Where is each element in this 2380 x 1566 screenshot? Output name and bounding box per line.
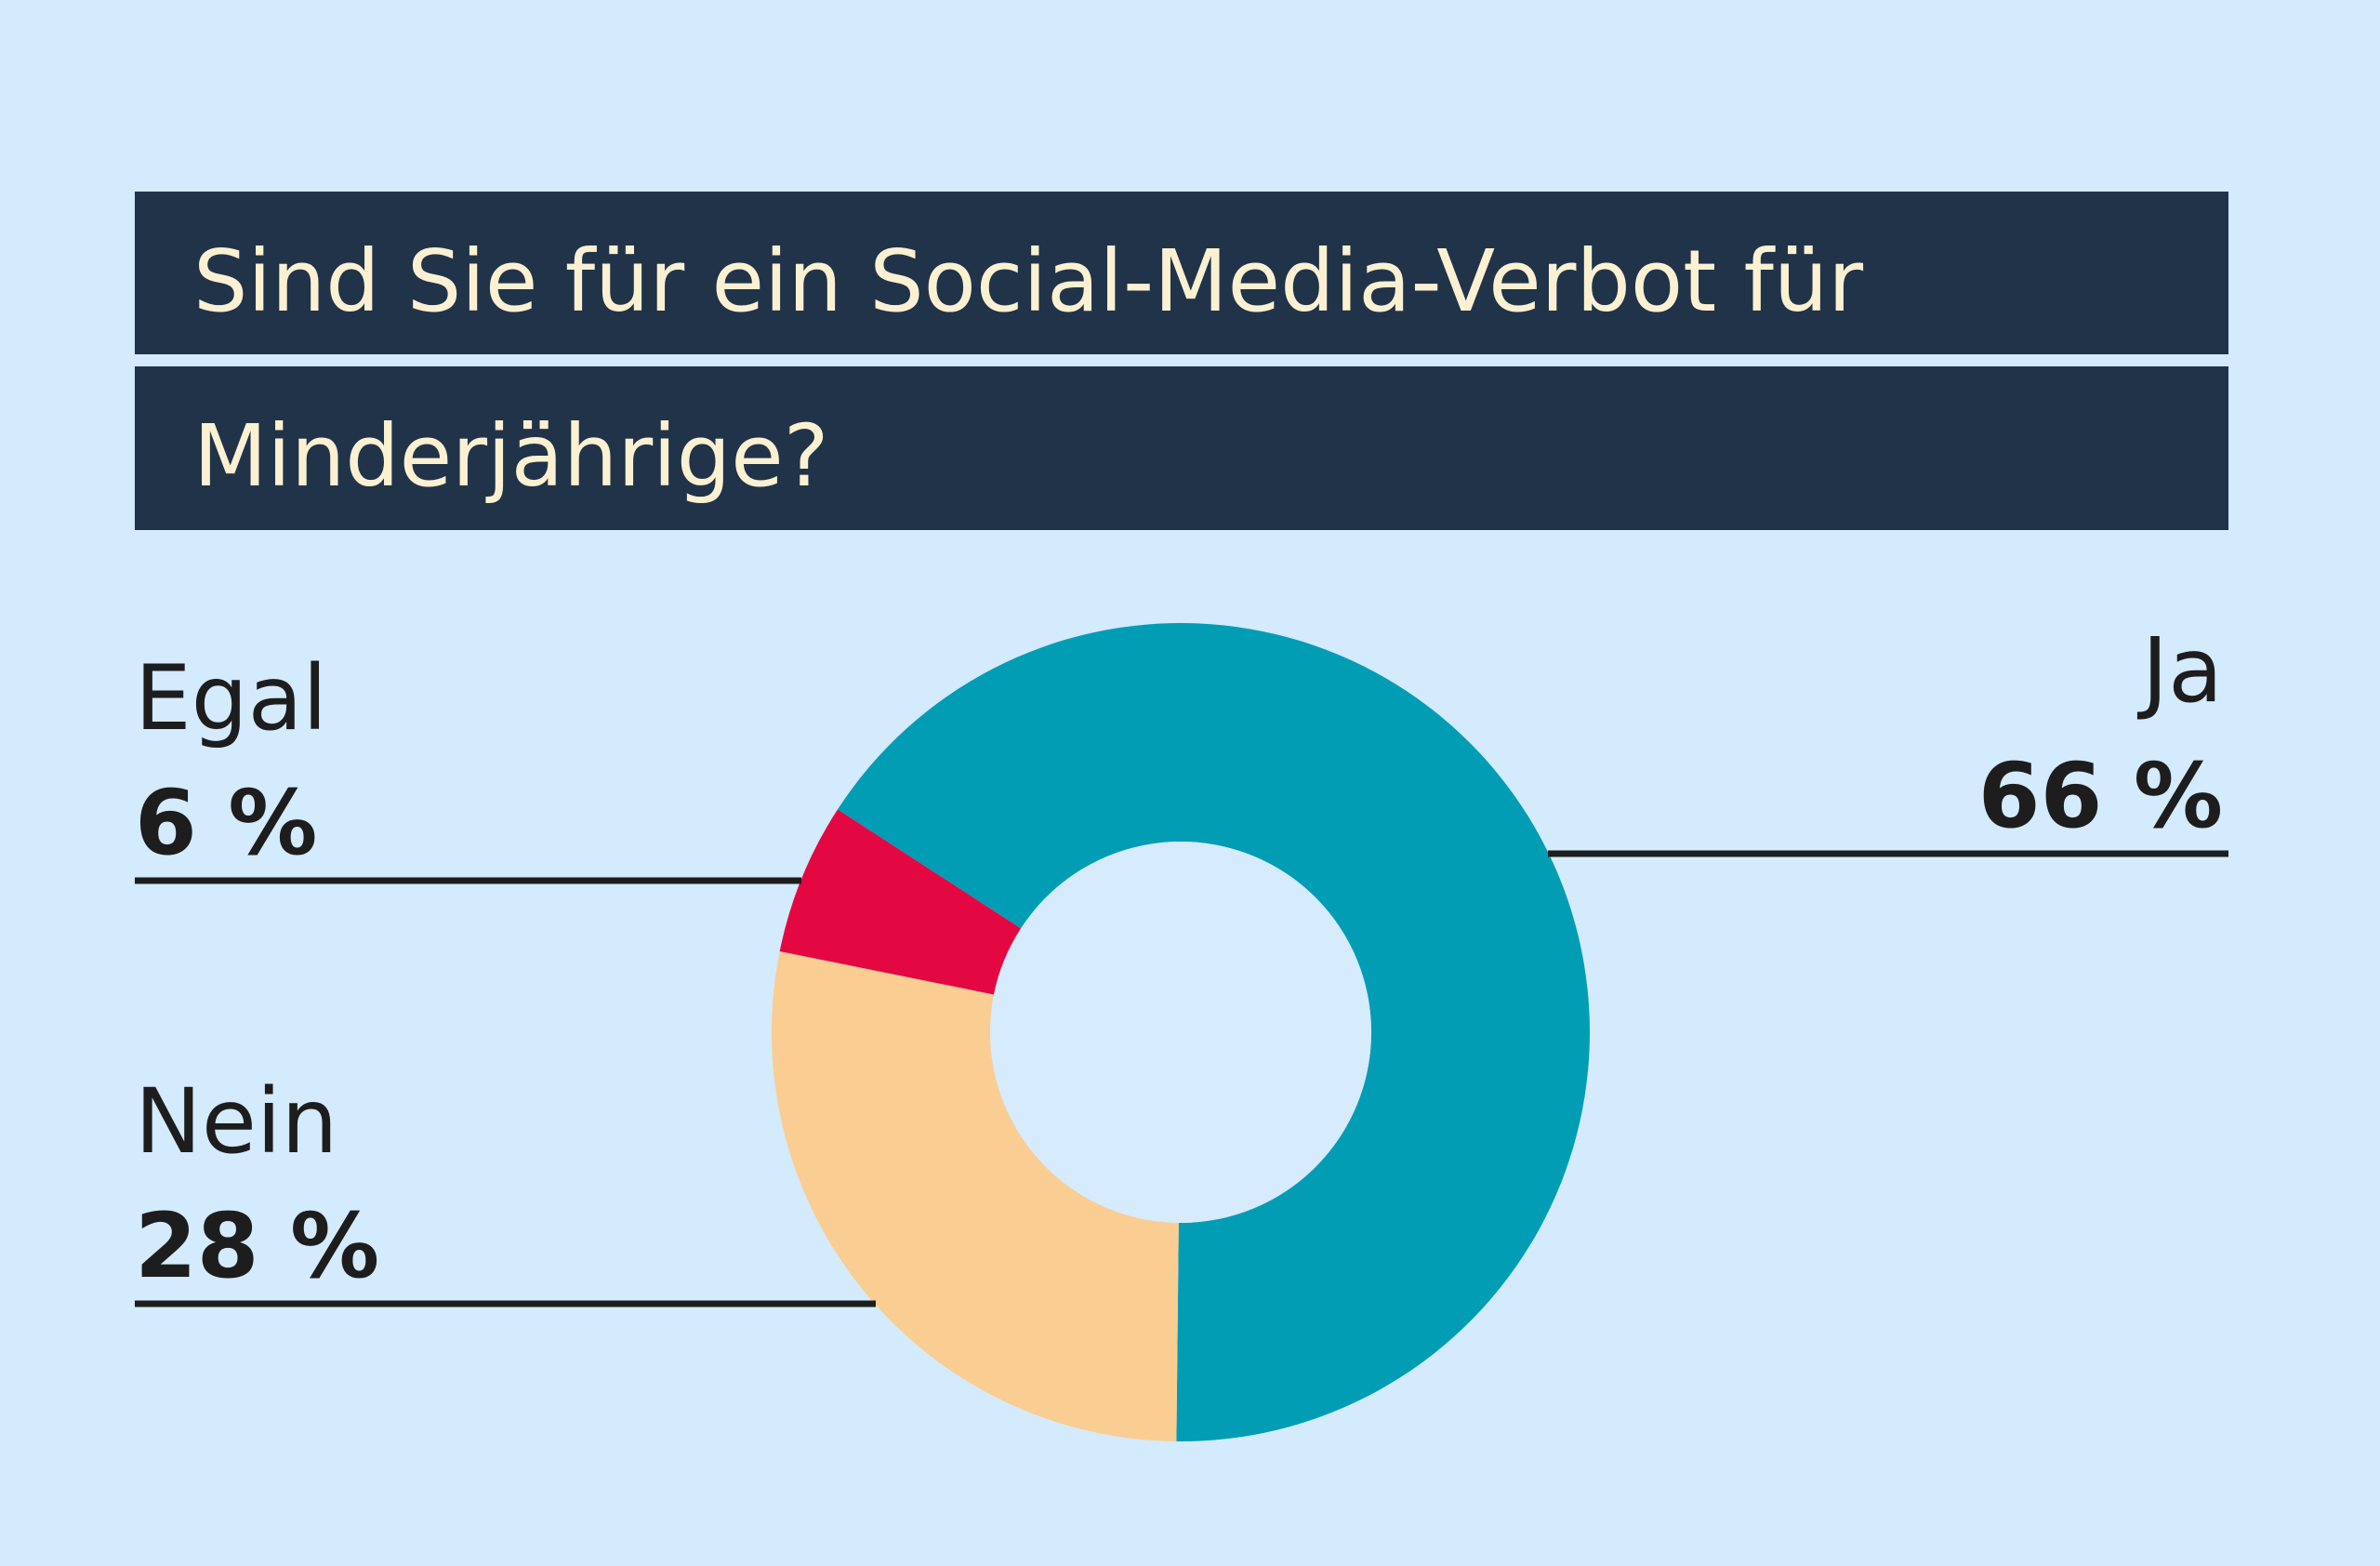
- slice-ja: [837, 622, 1590, 1441]
- slice-label-egal: Egal: [135, 646, 327, 750]
- slice-label-nein: Nein: [135, 1069, 337, 1174]
- slice-label-ja: Ja: [2137, 618, 2223, 723]
- slice-value-ja: 66 %: [1978, 744, 2223, 848]
- donut-slices: [772, 622, 1590, 1441]
- slice-egal: [779, 809, 1022, 995]
- chart-title-line-2: Minderjährige?: [193, 406, 829, 506]
- chart-title-line-1: Sind Sie für ein Social-Media-Verbot für: [193, 232, 1863, 331]
- slice-value-nein: 28 %: [135, 1194, 379, 1298]
- title-bar-1: [135, 192, 2228, 354]
- slice-value-egal: 6 %: [135, 771, 317, 875]
- slice-nein: [772, 951, 1179, 1441]
- title-bar-2: [135, 366, 2228, 530]
- donut-hole: [990, 842, 1371, 1223]
